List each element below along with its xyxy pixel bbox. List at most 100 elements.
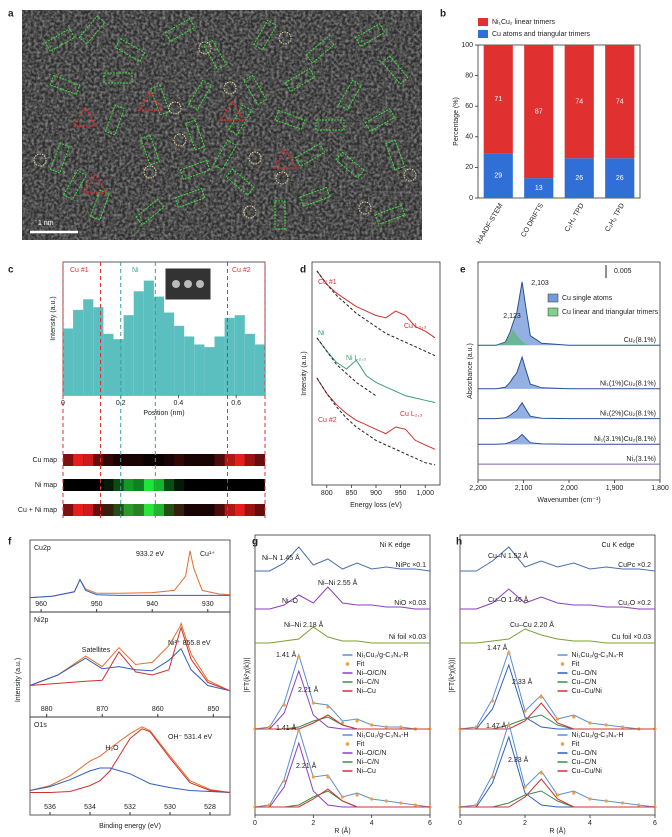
map-cell: [194, 504, 205, 516]
single-atom: [243, 205, 257, 219]
curve-label: CuPc ×0.2: [618, 562, 651, 569]
map-cell: [234, 504, 245, 516]
x-tick-label: 6: [428, 820, 432, 827]
trimer-box: [104, 104, 126, 136]
map-cell: [103, 454, 114, 466]
annotation: Cu–O 1.46 Å: [488, 595, 529, 604]
reference-line: [255, 546, 431, 572]
annotation: Cu–N 1.52 Å: [488, 551, 528, 560]
curve-label: Ni₁(2%)Cu₂(8.1%): [600, 410, 656, 417]
legend-label: Ni–Cu: [357, 688, 377, 695]
map-cell: [83, 504, 93, 516]
curve-label: NiPc ×0.1: [395, 562, 426, 569]
bar-segment: [483, 153, 513, 198]
inset-atom: [172, 280, 180, 288]
map-cell: [254, 454, 265, 466]
x-tick-label: 2,200: [469, 485, 487, 492]
y-tick-label: 40: [465, 134, 473, 141]
trimer-box: [139, 134, 161, 166]
x-axis-label: Position (nm): [143, 410, 184, 417]
map-cell: [204, 504, 215, 516]
reference-line: [460, 546, 656, 572]
annotation: H₂O: [105, 745, 119, 752]
curve-label: Cu foil ×0.03: [612, 634, 652, 641]
x-tick-label: 900: [370, 490, 382, 497]
map-cell: [93, 504, 104, 516]
legend-label: Cu–O/N: [572, 670, 597, 677]
map-cell: [123, 454, 134, 466]
map-cell: [73, 479, 83, 491]
trimer-box: [184, 119, 206, 151]
map-cell: [244, 454, 255, 466]
x-tick-label: HAADF-STEM: [476, 202, 505, 245]
x-tick-label: 1,800: [651, 485, 669, 492]
x-tick-label: 860: [152, 706, 164, 713]
map-cell: [184, 479, 194, 491]
inset-atom: [184, 280, 192, 288]
legend-label: Fit: [572, 741, 580, 748]
triangle-trimer: [82, 172, 108, 194]
x-tick-label: 2: [523, 820, 527, 827]
annotation: Satellites: [82, 647, 111, 654]
histogram-bar: [214, 336, 225, 395]
annotation: 2.33 Å: [508, 755, 529, 764]
bar-segment: [483, 45, 513, 154]
histogram-bar: [113, 339, 124, 395]
legend-label: Ni–C/N: [357, 759, 380, 766]
map-cell: [215, 479, 225, 491]
histogram-bar: [184, 336, 195, 395]
map-cell: [133, 504, 144, 516]
histogram-bar: [254, 344, 265, 395]
legend-label: Ni₁Cu₂/g-C₃N₄-R: [357, 652, 409, 659]
map-cell: [204, 454, 215, 466]
single-atom: [275, 171, 289, 185]
map-cell: [143, 479, 154, 491]
map-cell: [245, 479, 255, 491]
reference-line: [460, 628, 655, 644]
y-tick-label: 80: [465, 72, 473, 79]
annotation: Ni²⁺ 855.8 eV: [168, 640, 211, 647]
fit-curve-point: [620, 725, 625, 729]
fit-curve-point: [572, 715, 576, 719]
fit-curve-point: [555, 717, 560, 721]
map-cell: [234, 454, 245, 466]
fit-curve-point: [523, 785, 527, 789]
trimer-box: [274, 109, 306, 131]
x-tick-label: 850: [346, 490, 358, 497]
single-atom: [33, 153, 47, 167]
map-cell: [63, 504, 73, 516]
x-tick-label: 0: [458, 820, 462, 827]
map-cell: [83, 454, 94, 466]
histogram-bar: [103, 333, 114, 395]
map-cell: [184, 504, 194, 516]
fit-curve-point: [490, 775, 495, 779]
trimer-box: [284, 67, 316, 93]
peak-area: [478, 434, 660, 445]
bar-segment: [564, 45, 594, 159]
fit-curve: [254, 653, 430, 730]
x-tick-label: 1,000: [416, 490, 434, 497]
map-cell: [184, 504, 195, 516]
spectrum-line: [30, 728, 231, 793]
x-tick-label: C₂H₂ TPD: [604, 202, 626, 233]
annotation: 2.21 Å: [296, 761, 317, 770]
fit-curve: [460, 702, 655, 730]
map-cell: [244, 504, 255, 516]
map-label: Cu map: [32, 457, 57, 464]
panel-label: e: [460, 265, 466, 276]
fit-curve: [255, 788, 430, 808]
single-atom: [223, 81, 237, 95]
trimer-box: [299, 186, 331, 208]
bar-segment: [524, 178, 554, 198]
map-cell: [214, 454, 225, 466]
y-tick-label: 0: [469, 195, 473, 202]
fit-curve-point: [539, 695, 543, 699]
annotation: Cu #1: [70, 267, 89, 274]
x-tick-label: 2: [311, 820, 315, 827]
trimer-box: [374, 204, 406, 226]
histogram-bar: [174, 325, 185, 395]
bar-value-label: 29: [494, 173, 502, 180]
map-cell: [215, 504, 225, 516]
y-axis-label: Intensity (a.u.): [15, 658, 22, 702]
legend-label: Cu–O/N: [572, 750, 597, 757]
